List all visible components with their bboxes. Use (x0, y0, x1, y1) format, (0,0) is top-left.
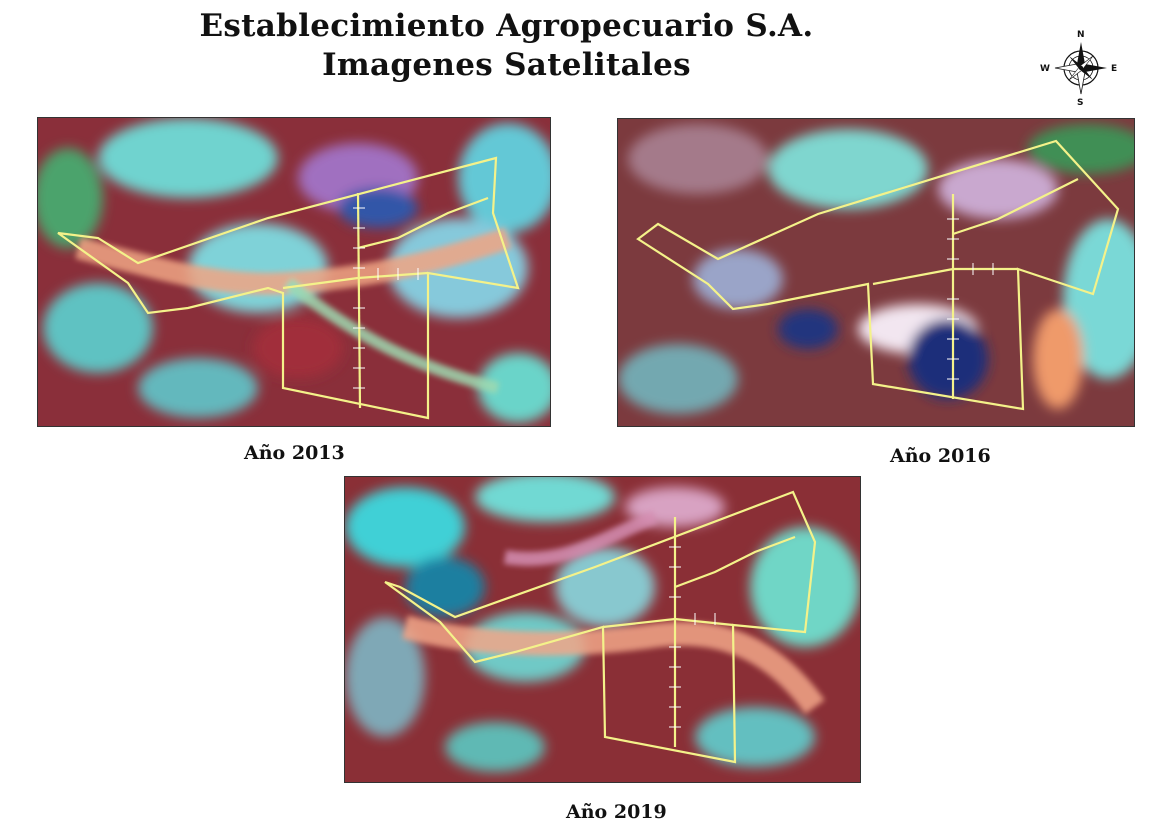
map-subtitle: Imagenes Satelitales (322, 47, 691, 83)
map-title: Establecimiento Agropecuario S.A. (199, 8, 814, 44)
compass-south-label: S (1077, 98, 1084, 108)
compass-rose-icon: N S E W (1038, 30, 1124, 108)
compass-west-label: W (1040, 64, 1050, 74)
satellite-image-2016 (617, 118, 1135, 427)
year-label-2013: Año 2013 (244, 442, 345, 464)
satellite-image-2019 (344, 476, 861, 783)
satellite-image-2013 (37, 117, 551, 427)
year-label-2016: Año 2016 (890, 445, 991, 467)
compass-north-label: N (1077, 30, 1085, 40)
year-label-2019: Año 2019 (566, 801, 667, 823)
compass-east-label: E (1111, 64, 1118, 74)
